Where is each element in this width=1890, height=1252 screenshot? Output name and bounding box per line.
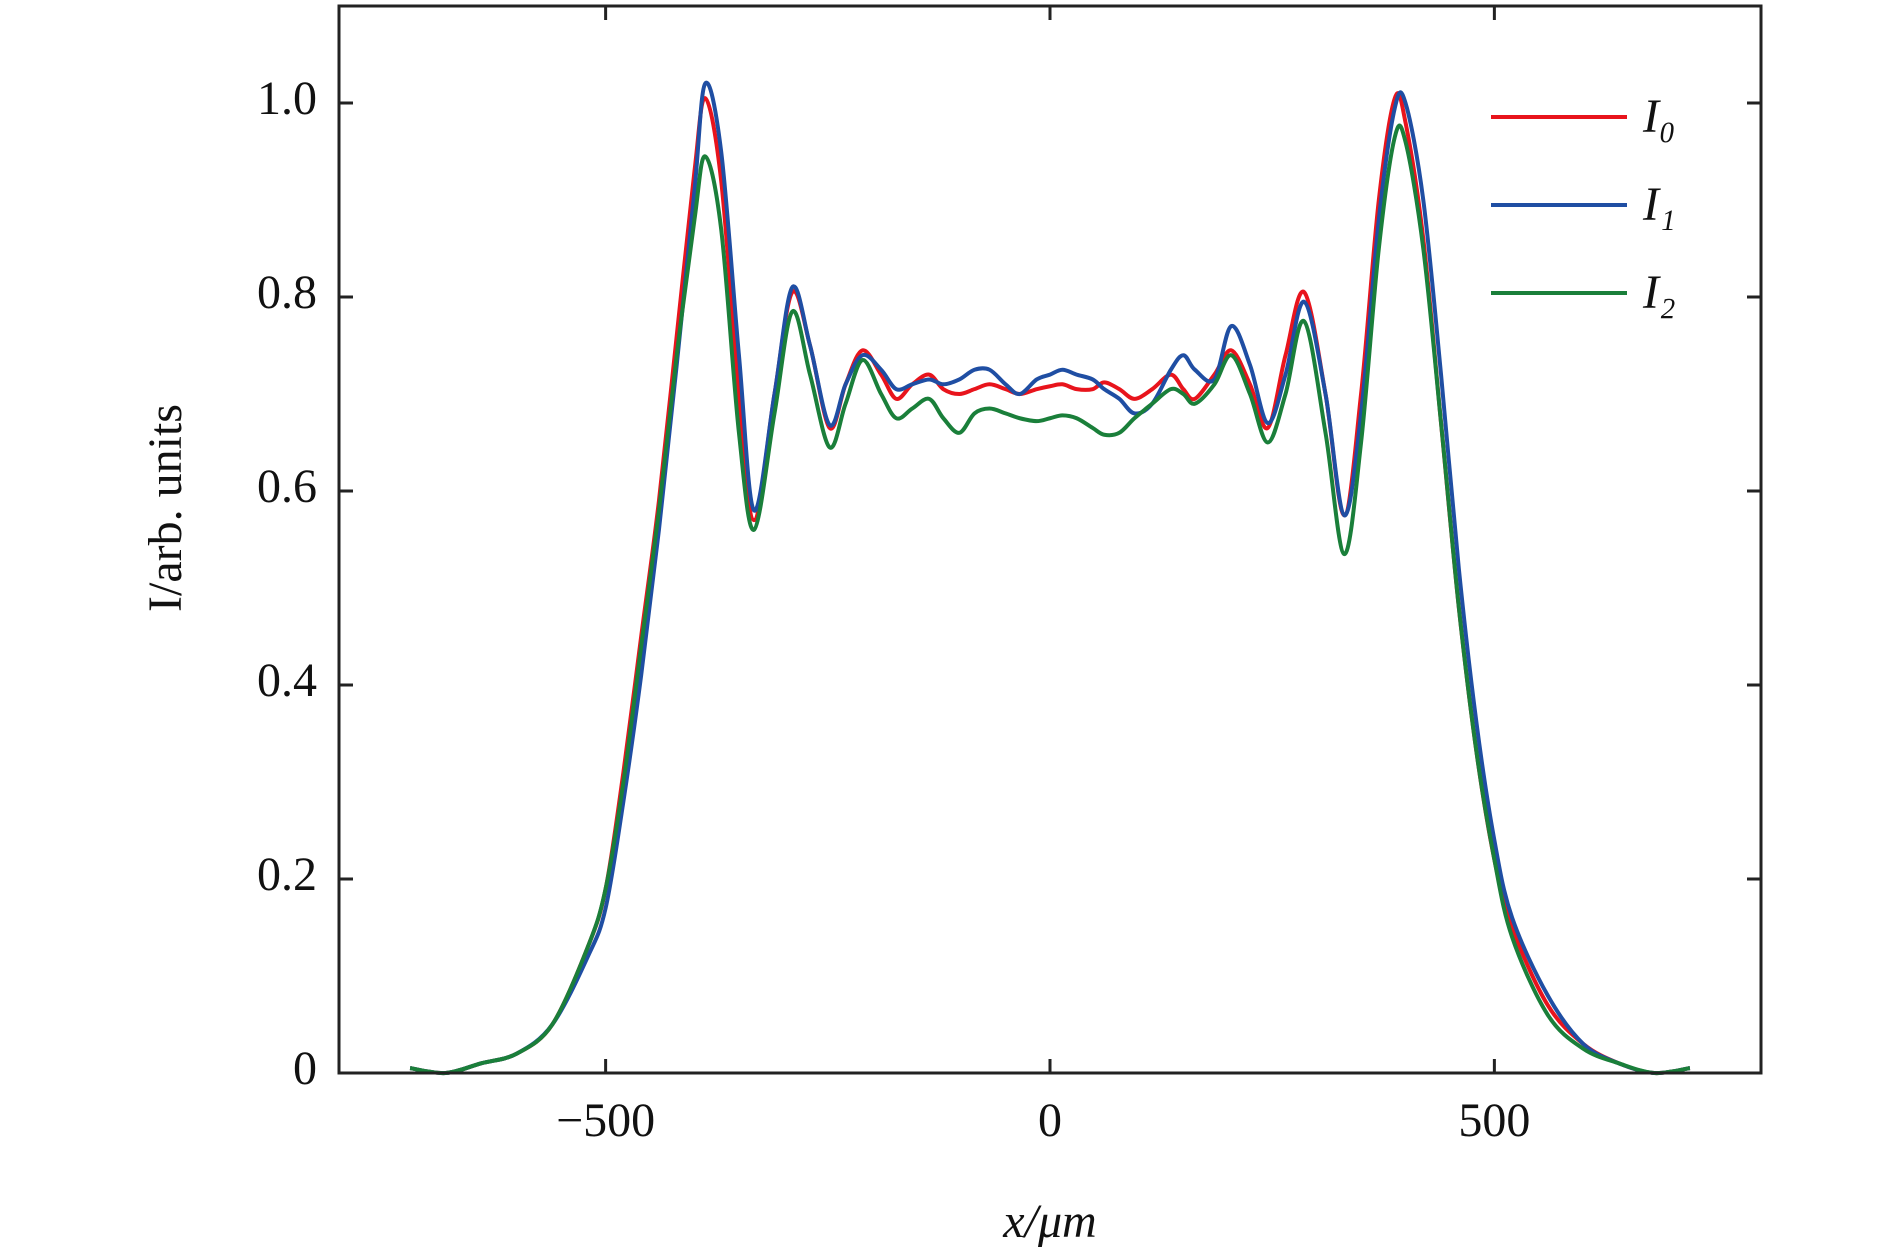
- x-tick-label: 0: [1038, 1094, 1062, 1147]
- y-tick-label: 0.6: [257, 460, 317, 513]
- y-axis-label: I/arb. units: [139, 404, 192, 612]
- legend-label: I₁: [1642, 178, 1676, 231]
- y-tick-label: 1.0: [257, 72, 317, 125]
- line-series: [409, 80, 1691, 1076]
- legend-label: I₀: [1642, 90, 1676, 143]
- line-series: [409, 123, 1691, 1076]
- legend-label: I₂: [1642, 266, 1676, 319]
- x-axis-label: x/μm: [1002, 1195, 1096, 1248]
- y-tick-label: 0: [293, 1042, 317, 1095]
- x-tick-label: 500: [1458, 1094, 1530, 1147]
- y-tick-label: 0.8: [257, 266, 317, 319]
- x-tick-label: −500: [556, 1094, 655, 1147]
- y-tick-label: 0.4: [257, 654, 317, 707]
- y-tick-label: 0.2: [257, 848, 317, 901]
- plot-frame: [337, 4, 1763, 1075]
